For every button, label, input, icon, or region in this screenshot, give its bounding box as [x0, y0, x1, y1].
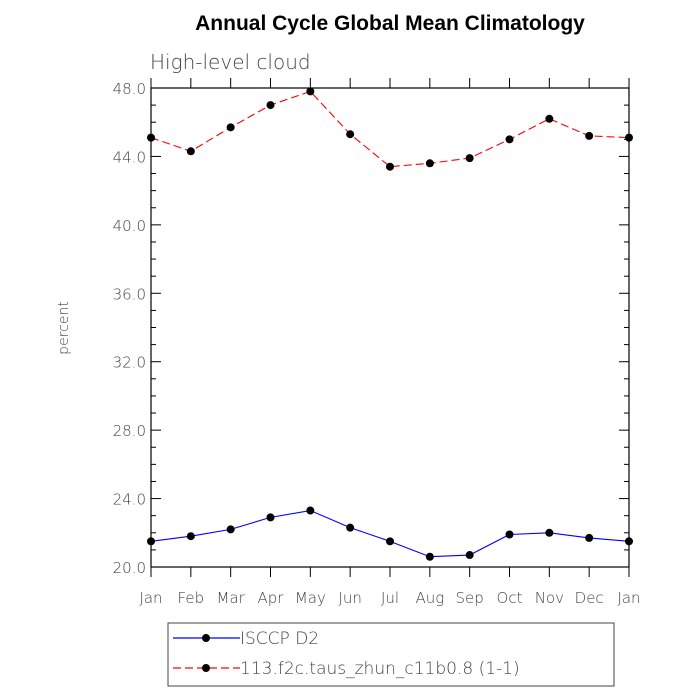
data-point-1	[226, 123, 235, 132]
data-point-0	[346, 523, 355, 532]
data-point-0	[186, 532, 195, 541]
data-point-1	[147, 133, 155, 142]
data-point-1	[266, 101, 275, 110]
x-tick-label: Feb	[178, 589, 205, 607]
data-point-1	[465, 154, 474, 163]
y-axis-label: percent	[56, 301, 72, 355]
data-point-0	[585, 533, 594, 542]
x-tick-label: Nov	[535, 589, 564, 607]
data-point-1	[306, 87, 315, 96]
data-point-1	[346, 130, 355, 139]
chart-subtitle: High-level cloud	[150, 50, 311, 74]
data-point-0	[505, 530, 514, 539]
data-point-0	[147, 537, 155, 546]
y-tick-label: 36.0	[113, 285, 146, 303]
data-point-1	[625, 133, 633, 142]
data-point-0	[625, 537, 633, 546]
data-point-1	[186, 147, 195, 156]
plot-area: 20.0 24.0 28.0 32.0 36.0 40.0 44.0 48.0 Jan Feb Ma…	[113, 78, 641, 607]
x-tick-label: Sep	[456, 589, 484, 607]
x-tick-label: Jul	[381, 589, 399, 607]
data-point-0	[306, 506, 315, 515]
series-line-0	[150, 509, 630, 558]
y-tick-label: 24.0	[113, 491, 146, 509]
legend-box	[167, 622, 615, 687]
x-tick-label: Dec	[575, 589, 604, 607]
chart-title: Annual Cycle Global Mean Climatology	[195, 12, 585, 35]
x-tick-label: Aug	[415, 589, 444, 607]
y-tick-label: 44.0	[113, 148, 146, 166]
data-point-0	[425, 552, 434, 561]
x-tick-label: Jun	[338, 589, 361, 607]
data-point-1	[425, 159, 434, 168]
data-point-0	[545, 528, 554, 537]
y-tick-label: 28.0	[113, 422, 146, 440]
data-point-0	[386, 537, 394, 546]
data-point-1	[585, 131, 594, 140]
x-tick-label: Jan	[617, 589, 640, 607]
data-point-1	[386, 162, 394, 171]
y-tick-label: 48.0	[113, 80, 146, 98]
legend-marker-1	[202, 664, 210, 672]
x-tick-label: Apr	[258, 589, 285, 607]
x-tick-label: Oct	[497, 589, 523, 607]
data-point-0	[266, 513, 275, 522]
series-line-1	[150, 90, 630, 168]
data-point-1	[545, 114, 554, 123]
x-tick-label: May	[295, 589, 326, 607]
legend-marker-0	[202, 634, 210, 642]
y-tick-label: 32.0	[113, 354, 146, 372]
data-point-0	[226, 525, 235, 534]
plot-frame	[150, 87, 630, 568]
data-point-0	[465, 551, 474, 560]
x-tick-label: Jan	[139, 589, 162, 607]
legend: ISCCP D2 113.f2c.taus_zhun_c11b0.8 (1-1)	[167, 622, 615, 687]
data-point-1	[505, 135, 514, 144]
y-tick-label: 20.0	[113, 559, 146, 577]
y-tick-label: 40.0	[113, 217, 146, 235]
legend-label-0: ISCCP D2	[240, 629, 319, 649]
x-tick-label: Mar	[217, 589, 246, 607]
legend-label-1: 113.f2c.taus_zhun_c11b0.8 (1-1)	[240, 659, 520, 679]
